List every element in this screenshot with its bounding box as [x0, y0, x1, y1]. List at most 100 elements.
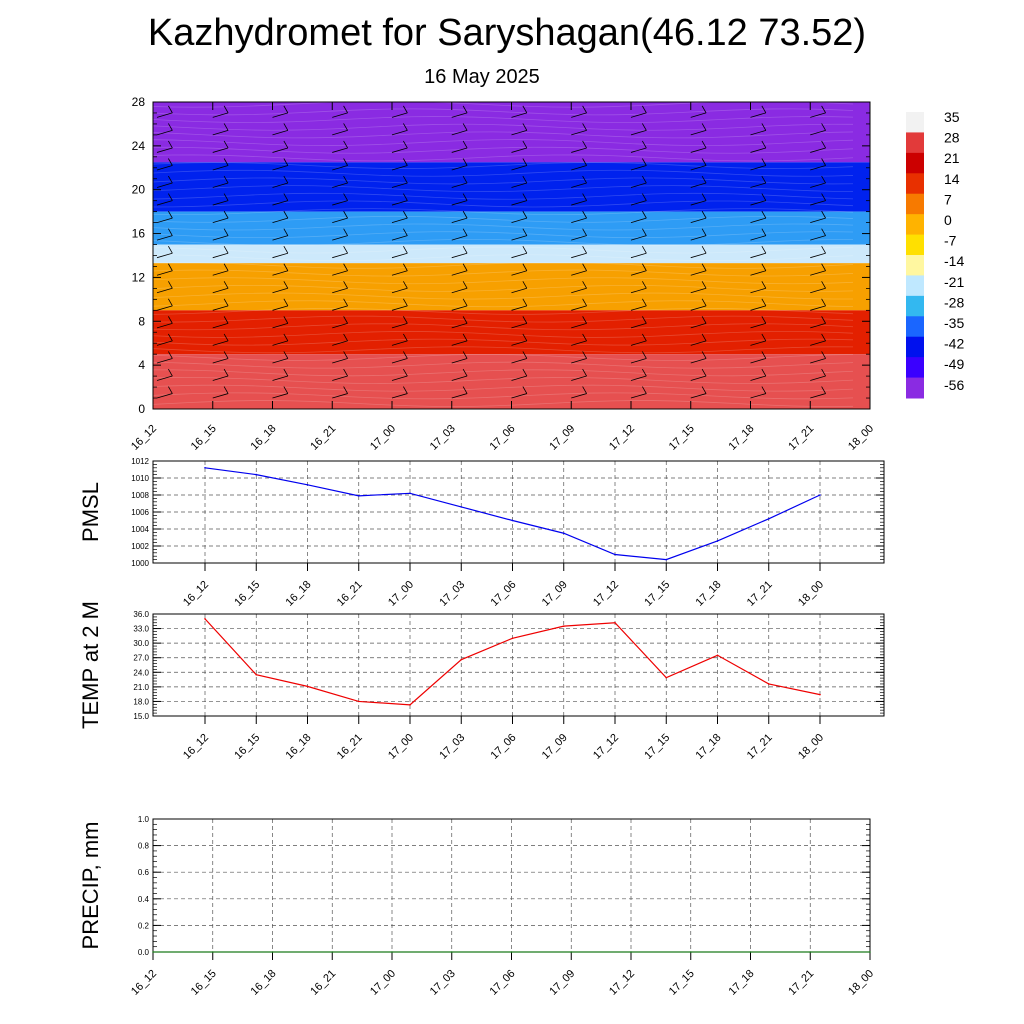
wind-barb	[212, 375, 229, 381]
data-point	[409, 704, 411, 706]
wind-barb-flag	[582, 158, 587, 166]
wind-barb	[511, 358, 527, 364]
wind-barb	[391, 165, 408, 171]
contour-line	[153, 384, 854, 392]
contour-line	[153, 215, 854, 223]
wind-barb-flag	[223, 333, 229, 342]
wind-barb	[332, 252, 348, 259]
wind-barb-flag	[168, 246, 173, 254]
wind-barb-flag	[701, 298, 707, 307]
wind-barb	[156, 147, 173, 153]
wind-barb	[391, 287, 408, 294]
x-tick-label: 17_09	[547, 423, 577, 453]
plot-frame	[152, 613, 885, 717]
wind-barb	[750, 287, 766, 294]
y-tick-label: 0.8	[138, 842, 150, 851]
wind-barb-flag	[283, 228, 289, 236]
data-point	[716, 540, 719, 542]
data-point	[630, 951, 632, 953]
wind-barb	[451, 358, 468, 364]
wind-barb-flag	[168, 281, 173, 289]
wind-barb	[869, 134, 870, 135]
wind-barb-flag	[403, 386, 408, 394]
data-point	[152, 951, 154, 953]
colorbar-label: -56	[944, 377, 964, 393]
wind-barb-flag	[881, 351, 885, 358]
x-tick-label: 17_12	[591, 732, 621, 762]
wind-barb-flag	[343, 263, 348, 271]
wind-barb-flag	[343, 210, 348, 219]
wind-barb-flag	[821, 210, 826, 219]
wind-barb-flag	[881, 158, 885, 165]
wind-barb-flag	[821, 228, 826, 236]
wind-barb-flag	[343, 123, 348, 131]
wind-barb-flag	[462, 298, 468, 307]
colorbar-swatch	[906, 295, 924, 317]
wind-barb-flag	[343, 193, 348, 201]
contour-line	[153, 238, 854, 246]
wind-barb	[332, 182, 348, 188]
y-tick-label: 1010	[131, 474, 149, 483]
x-tick-label: 18_00	[846, 968, 876, 998]
wind-barb	[272, 217, 288, 223]
x-tick-label: 17_03	[437, 579, 467, 609]
wind-barb-flag	[522, 140, 528, 149]
wind-barb	[156, 358, 173, 364]
wind-barb-flag	[881, 387, 885, 394]
wind-barb-flag	[642, 368, 647, 377]
wind-barb-flag	[582, 193, 587, 201]
data-point	[391, 951, 393, 953]
wind-barb-flag	[821, 368, 826, 377]
wind-barb	[272, 182, 288, 188]
wind-barb	[451, 165, 468, 171]
data-point	[614, 621, 616, 624]
data-point	[460, 506, 463, 508]
wind-barb-flag	[343, 333, 348, 342]
wind-barb	[451, 287, 468, 294]
wind-barb	[630, 200, 647, 206]
chart-title: Kazhydromet for Saryshagan(46.12 73.52)	[147, 12, 867, 54]
wind-barb	[571, 235, 587, 241]
contour-line	[153, 108, 854, 116]
wind-barb	[212, 217, 229, 223]
data-point	[869, 951, 871, 953]
wind-barb-flag	[821, 333, 826, 342]
contour-line	[153, 154, 854, 162]
wind-barb-flag	[582, 316, 587, 324]
wind-barb	[272, 358, 288, 364]
data-point	[271, 951, 274, 953]
wind-barb-flag	[522, 175, 528, 184]
wind-barb-flag	[343, 228, 348, 236]
wind-barb-flag	[522, 246, 528, 254]
wind-barb-flag	[403, 175, 408, 184]
wind-barb	[869, 380, 870, 381]
colorbar-swatch	[906, 336, 924, 358]
wind-barb-flag	[223, 140, 229, 149]
wind-barb	[156, 112, 173, 118]
wind-barb	[451, 375, 468, 381]
wind-barb-flag	[462, 333, 468, 342]
wind-barb	[869, 344, 870, 346]
wind-barb-flag	[462, 140, 468, 149]
wind-barb-flag	[642, 123, 647, 131]
wind-barb-flag	[223, 298, 229, 307]
data-point	[510, 951, 513, 953]
wind-barb	[451, 130, 468, 136]
wind-barb-flag	[168, 210, 173, 219]
wind-barb-flag	[168, 368, 173, 377]
y-tick-label: 30.0	[133, 639, 149, 648]
y-tick-label: 24	[132, 139, 146, 153]
wind-barb-flag	[168, 386, 173, 394]
wind-barb	[690, 147, 707, 153]
wind-barb	[869, 116, 870, 118]
y-axis-label: TEMP at 2 M	[78, 601, 103, 729]
wind-barb-flag	[168, 123, 173, 131]
wind-barb-flag	[761, 158, 767, 166]
wind-barb	[391, 217, 408, 223]
wind-barb	[630, 147, 647, 153]
wind-barb-flag	[761, 368, 767, 377]
wind-barb	[391, 235, 408, 241]
wind-barb-flag	[761, 140, 767, 149]
wind-barb	[156, 217, 173, 223]
wind-barb-flag	[881, 123, 885, 130]
